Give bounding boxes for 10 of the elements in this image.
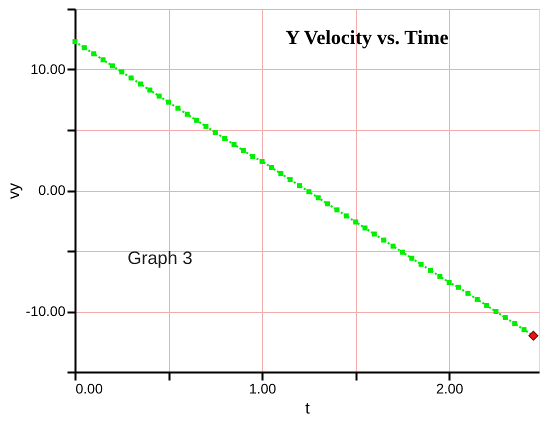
y-tick-label: -10.00 xyxy=(26,303,66,319)
annotation: Graph 3 xyxy=(127,248,193,268)
x-tick-label: 2.00 xyxy=(436,380,464,396)
y-axis-title: vy xyxy=(6,183,23,199)
y-tick-label: 0.00 xyxy=(38,182,66,198)
y-tick-label: 10.00 xyxy=(30,61,66,77)
x-axis-title: t xyxy=(305,400,310,418)
text: Y Velocity vs. Time xyxy=(286,27,449,49)
x-tick-label: 0.00 xyxy=(76,380,103,396)
x-tick-label: 1.00 xyxy=(248,380,276,396)
